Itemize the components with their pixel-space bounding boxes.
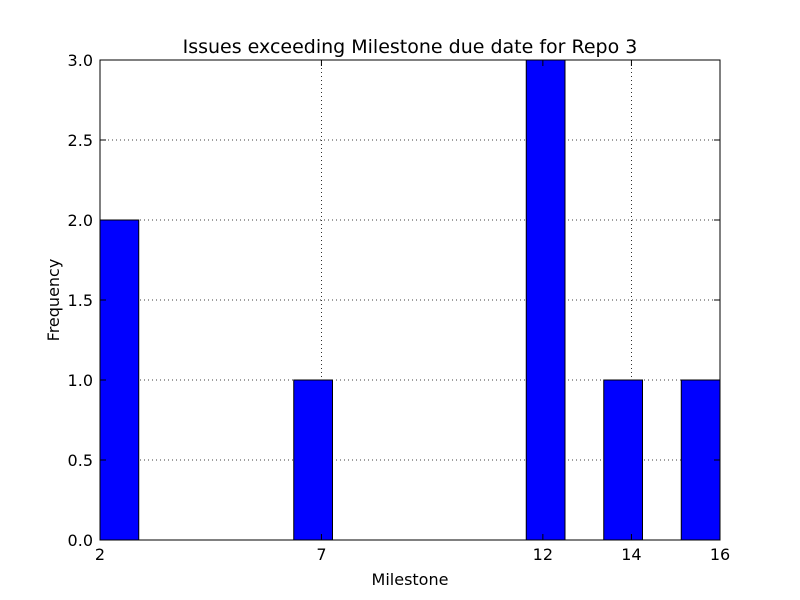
y-tick-label: 2.0 [68,211,93,230]
y-tick-label: 1.0 [68,371,93,390]
histogram-bar [603,379,643,541]
histogram-bar [99,219,140,541]
y-tick-label: 1.5 [68,291,93,310]
x-tick-label: 16 [710,545,730,564]
y-axis-label: Frequency [44,259,63,342]
chart-title: Issues exceeding Milestone due date for … [183,36,638,58]
x-tick-label: 12 [533,545,553,564]
x-tick-label: 7 [316,545,326,564]
bars-layer [99,59,721,541]
y-tick-label: 0.5 [68,451,93,470]
y-tick-label: 3.0 [68,51,93,70]
y-tick-label: 2.5 [68,131,93,150]
x-axis-label: Milestone [372,570,449,589]
histogram-bar [293,379,333,541]
histogram-bar [525,59,566,541]
y-tick-label: 0.0 [68,531,93,550]
ticks-layer: 2 7 12 14 16 0.0 0.5 1.0 1.5 2.0 2.5 3.0 [68,51,731,564]
x-tick-label: 14 [621,545,641,564]
x-tick-label: 2 [95,545,105,564]
